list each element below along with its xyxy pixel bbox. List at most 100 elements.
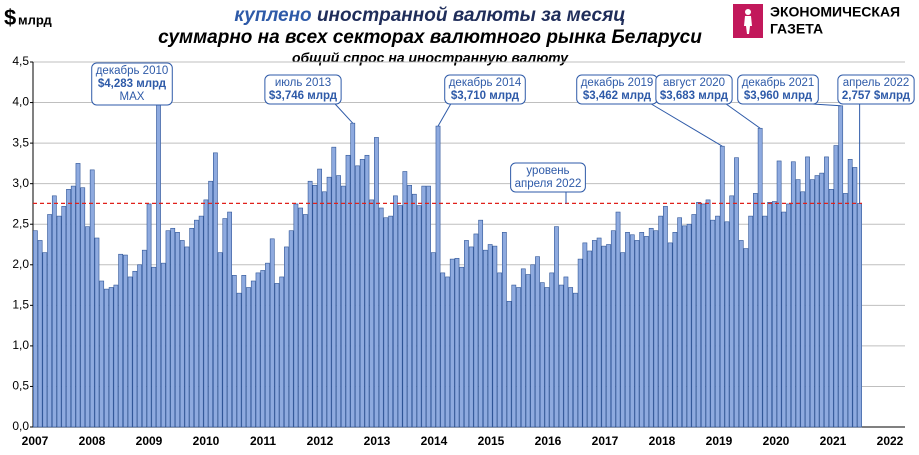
y-tick-label: 1,0 — [12, 338, 29, 352]
annotation-box — [264, 74, 342, 105]
bar — [790, 161, 796, 428]
bar — [497, 272, 502, 428]
bar — [634, 240, 640, 428]
title-line2: суммарно на всех секторах валютного рынк… — [158, 27, 702, 48]
bar — [672, 232, 678, 428]
y-tick-label: 0,0 — [12, 419, 29, 433]
logo: ЭКОНОМИЧЕСКАЯ ГАЗЕТА — [733, 4, 900, 38]
bar — [525, 274, 531, 428]
bar — [691, 214, 697, 428]
bar — [445, 276, 450, 428]
bar — [591, 240, 597, 428]
reference-label: уровень — [526, 165, 569, 177]
title-highlight: куплено — [234, 5, 311, 26]
x-tick-label: 2009 — [136, 434, 163, 448]
bar — [492, 245, 498, 428]
bar — [530, 264, 536, 428]
bar — [231, 275, 237, 428]
bar — [800, 191, 806, 428]
bar — [606, 244, 611, 428]
bar — [61, 206, 67, 428]
bar — [99, 280, 105, 428]
bar — [430, 252, 436, 428]
bar — [710, 219, 716, 428]
reference-label: апреля 2022 — [515, 178, 582, 190]
annotation: декабрь 2021$3,960 млрд — [737, 74, 819, 105]
bar — [587, 250, 592, 428]
bar — [80, 187, 86, 428]
bar — [260, 270, 266, 428]
annotation-title: декабрь 2014 — [449, 77, 522, 89]
bar — [601, 245, 607, 428]
bar — [610, 230, 616, 428]
x-tick-label: 2008 — [79, 434, 106, 448]
bar — [805, 156, 810, 428]
bar — [426, 185, 431, 428]
bar — [269, 238, 275, 428]
bar — [127, 276, 133, 428]
bar — [317, 168, 322, 428]
bar — [350, 122, 356, 428]
data-label: 2,757 $млрд — [842, 90, 911, 102]
bar — [596, 237, 602, 428]
bar — [501, 232, 507, 428]
bar — [767, 202, 772, 428]
bar — [582, 242, 588, 428]
bar — [738, 240, 744, 428]
bar — [326, 176, 332, 428]
bar — [454, 257, 460, 428]
bar — [407, 184, 412, 428]
annotation-leader — [651, 103, 723, 147]
bar — [208, 180, 214, 428]
bar — [724, 221, 730, 428]
annotation-box — [837, 74, 915, 105]
bar — [151, 266, 157, 428]
bar — [56, 215, 62, 428]
data-label: $3,960 млрд — [744, 90, 813, 102]
bar — [85, 226, 90, 428]
bar — [468, 246, 474, 428]
bar — [421, 185, 427, 428]
bar — [321, 191, 327, 428]
logo-text: ЭКОНОМИЧЕСКАЯ — [770, 4, 900, 20]
subtitle: общий спрос на иностранную валюту — [292, 50, 569, 66]
bar — [250, 280, 256, 428]
bar — [563, 276, 569, 428]
bar — [359, 159, 365, 428]
bar — [369, 199, 375, 428]
bar — [516, 287, 521, 428]
bar — [137, 264, 142, 428]
data-label: $4,283 млрд — [98, 78, 167, 90]
bar — [753, 193, 758, 428]
bar — [639, 232, 645, 428]
x-tick-label: 2007 — [22, 434, 49, 448]
bar — [213, 152, 218, 428]
bar — [307, 180, 313, 428]
bar — [776, 160, 782, 428]
logo-figure — [745, 9, 751, 15]
bar — [416, 205, 422, 428]
bar — [549, 272, 555, 428]
bar — [402, 171, 408, 428]
bar — [279, 276, 285, 428]
annotation-box — [655, 74, 733, 105]
bar — [700, 203, 706, 428]
bar — [222, 218, 228, 428]
bar — [165, 230, 171, 428]
bar — [47, 214, 52, 428]
y-tick-label: 2,5 — [12, 216, 29, 230]
bar — [141, 249, 147, 428]
bar — [284, 246, 289, 428]
bar — [696, 202, 701, 428]
x-tick-label: 2021 — [820, 434, 847, 448]
data-label: $3,462 млрд — [583, 90, 652, 102]
bar — [184, 246, 190, 428]
bar — [374, 137, 379, 428]
x-tick-label: 2020 — [763, 434, 790, 448]
bar — [236, 292, 242, 428]
y-tick-label: 0,5 — [12, 379, 29, 393]
x-tick-label: 2014 — [421, 434, 448, 448]
x-tick-label: 2010 — [193, 434, 220, 448]
bar — [355, 165, 360, 428]
bar — [558, 284, 564, 428]
